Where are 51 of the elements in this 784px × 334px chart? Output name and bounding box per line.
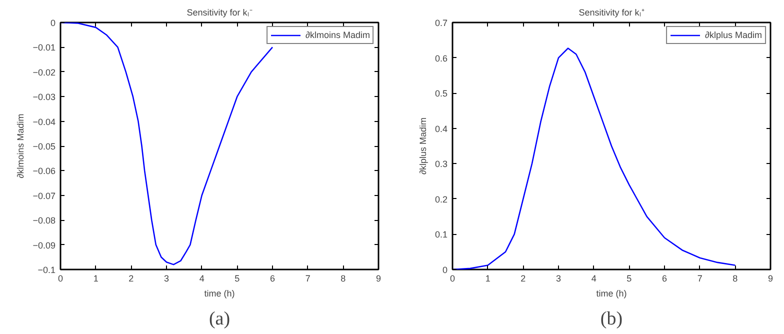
y-tick-label: 0.2 [434, 194, 448, 204]
x-tick-label: 5 [626, 274, 632, 284]
x-tick-label: 8 [340, 274, 346, 284]
x-tick-label: 6 [270, 274, 276, 284]
x-tick-label: 5 [234, 274, 240, 284]
y-tick-label: −0.03 [32, 92, 56, 102]
y-tick-label: −0.1 [38, 265, 56, 275]
x-tick-label: 9 [768, 274, 774, 284]
x-tick-label: 7 [697, 274, 702, 284]
chart-title: Sensitivity for kₗ⁻ [186, 8, 252, 18]
x-tick-label: 9 [376, 274, 382, 284]
x-tick-label: 2 [128, 274, 134, 284]
y-tick-label: −0.04 [32, 116, 56, 127]
x-axis-title: time (h) [204, 288, 235, 298]
y-tick-label: 0.1 [434, 230, 448, 240]
y-tick-label: −0.06 [32, 166, 56, 176]
y-tick-label: 0.5 [434, 88, 448, 99]
line-series [60, 22, 274, 266]
y-tick-label: −0.09 [32, 240, 56, 250]
text: (b) [600, 308, 623, 330]
y-axis-title: ∂klmoins Madim [16, 114, 26, 178]
x-tick-label: 7 [305, 274, 310, 284]
line-series [452, 48, 736, 270]
y-tick-label: −0.08 [32, 216, 56, 226]
y-tick-label: −0.01 [32, 42, 56, 53]
x-tick-label: 1 [93, 274, 98, 284]
y-tick-label: 0 [50, 18, 56, 28]
x-tick-label: 3 [556, 274, 562, 284]
x-tick-label: 8 [732, 274, 738, 284]
y-tick-label: −0.02 [32, 67, 56, 78]
y-axis-title: ∂klplus Madim [418, 118, 428, 174]
text: (a) [208, 308, 230, 330]
y-tick-label: 0.4 [434, 124, 448, 134]
x-axis-title: time (h) [596, 288, 627, 298]
x-tick-label: 1 [485, 274, 490, 284]
x-tick-label: 3 [164, 274, 170, 284]
y-tick-label: 0.6 [434, 53, 448, 64]
y-tick-label: −0.05 [32, 142, 56, 152]
x-tick-label: 0 [58, 274, 64, 284]
x-tick-label: 6 [662, 274, 668, 284]
legend-label: ∂klplus Madim [705, 30, 762, 40]
chart-title: Sensitivity for kₗ⁺ [578, 8, 644, 18]
x-tick-label: 0 [450, 274, 456, 284]
y-tick-label: 0.3 [434, 159, 448, 170]
y-tick-label: 0 [442, 265, 448, 275]
x-tick-label: 4 [199, 274, 204, 284]
y-tick-label: −0.07 [32, 190, 56, 201]
x-tick-label: 4 [591, 274, 596, 284]
x-tick-label: 2 [520, 274, 526, 284]
y-tick-label: 0.7 [434, 18, 448, 28]
legend-label: ∂klmoins Madim [306, 30, 370, 40]
